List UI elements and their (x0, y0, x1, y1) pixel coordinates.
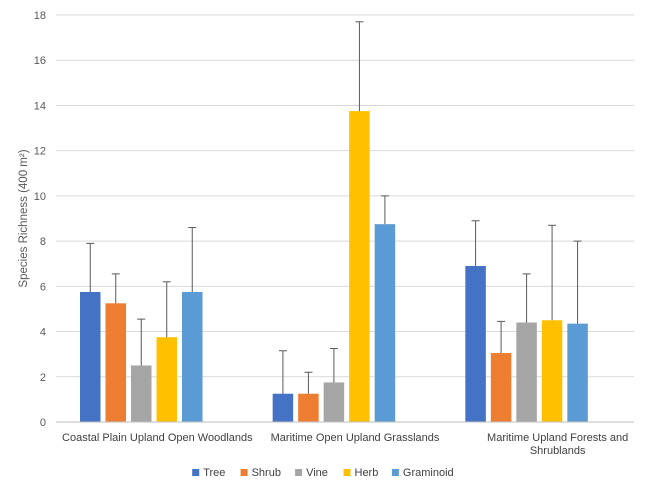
y-tick-label: 10 (34, 191, 46, 203)
legend-item-shrub: Shrub (240, 467, 281, 479)
y-tick-label: 0 (40, 417, 46, 429)
gridlines (56, 14, 634, 378)
bar-vine-1 (131, 365, 152, 422)
error-bar-tree-1 (86, 242, 95, 292)
error-bar-graminoid-3 (573, 240, 582, 324)
category-label: Maritime Open Upland Grasslands (271, 432, 440, 444)
error-bar-vine-3 (522, 273, 531, 323)
legend-label: Graminoid (403, 467, 454, 479)
y-axis-title: Species Richness (400 m²) (18, 149, 30, 287)
y-tick-label: 2 (40, 372, 46, 384)
bar-tree-2 (272, 393, 294, 422)
error-bar-vine-2 (329, 348, 338, 383)
bar-herb-1 (156, 337, 177, 422)
legend-swatch (192, 469, 200, 476)
legend-swatch (391, 469, 399, 476)
error-bar-shrub-1 (111, 273, 120, 304)
bar-herb-3 (541, 320, 563, 422)
error-bars (86, 21, 582, 394)
bar-shrub-3 (490, 353, 512, 422)
y-tick-label: 4 (40, 327, 46, 339)
bar-vine-3 (516, 322, 537, 422)
legend-item-vine: Vine (295, 467, 328, 479)
bar-herb-2 (349, 111, 370, 422)
bar-graminoid-3 (567, 323, 588, 422)
error-bar-shrub-3 (497, 320, 506, 354)
legend-label: Tree (203, 467, 225, 479)
legend-swatch (295, 469, 303, 476)
error-bar-herb-1 (162, 281, 171, 338)
legend: Tree Shrub Vine Herb Graminoid (192, 467, 454, 479)
category-label: Coastal Plain Upland Open Woodlands (62, 432, 253, 444)
bar-tree-1 (80, 291, 101, 422)
error-bar-tree-3 (471, 220, 480, 266)
bar-shrub-1 (105, 303, 126, 422)
y-tick-label: 18 (34, 10, 46, 22)
error-bar-herb-2 (355, 21, 364, 112)
legend-item-herb: Herb (343, 467, 379, 479)
bar-shrub-2 (298, 393, 319, 422)
legend-label: Vine (306, 467, 328, 479)
error-bar-herb-3 (548, 224, 557, 321)
bar-vine-2 (323, 382, 345, 422)
error-bar-graminoid-1 (188, 227, 197, 292)
y-axis-ticks: 0 2 4 6 8 10 12 14 16 18 (34, 10, 46, 429)
bar-graminoid-1 (182, 291, 203, 422)
y-tick-label: 12 (34, 146, 46, 158)
legend-item-graminoid: Graminoid (391, 467, 454, 479)
legend-swatch (240, 469, 248, 476)
y-tick-label: 6 (40, 281, 46, 293)
error-bar-vine-1 (137, 318, 146, 366)
legend-label: Herb (355, 467, 379, 479)
legend-label: Shrub (252, 467, 281, 479)
error-bar-graminoid-2 (380, 195, 389, 225)
category-label: Maritime Upland Forests and (487, 432, 628, 444)
bar-tree-3 (465, 265, 486, 422)
y-tick-label: 16 (34, 55, 46, 67)
bars (80, 111, 588, 422)
category-label: Shrublands (530, 445, 586, 457)
legend-item-tree: Tree (192, 467, 225, 479)
bar-graminoid-2 (374, 224, 396, 422)
y-tick-label: 14 (34, 100, 46, 112)
x-axis-category-labels: Coastal Plain Upland Open Woodlands Marit… (62, 432, 628, 457)
error-bar-shrub-2 (304, 371, 313, 394)
error-bar-tree-2 (278, 350, 287, 394)
y-tick-label: 8 (40, 236, 46, 248)
legend-swatch (343, 469, 351, 476)
